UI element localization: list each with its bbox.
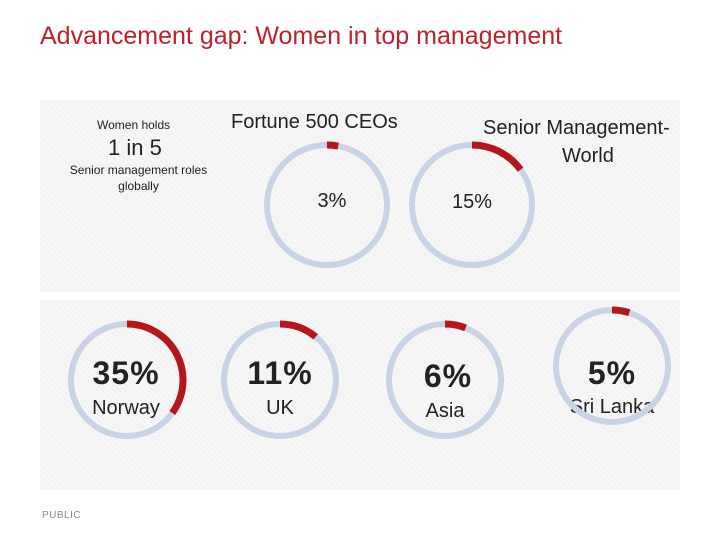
value-label-asia: 6%: [423, 358, 473, 394]
intro-line3: globally: [118, 179, 159, 193]
value-label-senior-world: 15%: [451, 191, 493, 213]
name-label-norway: Norway: [92, 397, 160, 419]
top-panel: [40, 100, 680, 292]
senior-title-line2: World: [562, 145, 614, 167]
donut-arc-fortune-500-ceos: [326, 141, 339, 150]
name-label-uk: UK: [266, 397, 294, 419]
donut-arc-sri-lanka: [611, 306, 631, 317]
donut-arc-senior-management-world: [471, 141, 524, 172]
donut-arc-norway: [126, 320, 187, 415]
bottom-panel: [40, 300, 680, 490]
senior-title-line1: Senior Management-: [483, 117, 670, 139]
value-label-uk: 11%: [247, 355, 313, 391]
donut-track-fortune-500-ceos: [264, 142, 390, 268]
intro-line1: Women holds: [97, 118, 171, 132]
donut-arc-uk: [279, 320, 318, 340]
intro-line2: Senior management roles: [69, 163, 208, 177]
donut-arc-asia: [444, 320, 467, 332]
value-label-sri-lanka: 5%: [587, 355, 637, 391]
fortune-title: Fortune 500 CEOs: [231, 111, 398, 133]
page-title: Advancement gap: Women in top management: [40, 22, 563, 50]
footer-label: PUBLIC: [42, 510, 82, 521]
donut-track-sri-lanka: [553, 307, 671, 425]
donut-track-uk: [221, 321, 339, 439]
name-label-sri-lanka: Sri Lanka: [569, 396, 655, 418]
intro-ratio: 1 in 5: [108, 135, 162, 160]
value-label-norway: 35%: [92, 355, 160, 391]
name-label-asia: Asia: [425, 400, 465, 422]
value-label-fortune: 3%: [317, 190, 347, 212]
donut-track-asia: [386, 321, 504, 439]
